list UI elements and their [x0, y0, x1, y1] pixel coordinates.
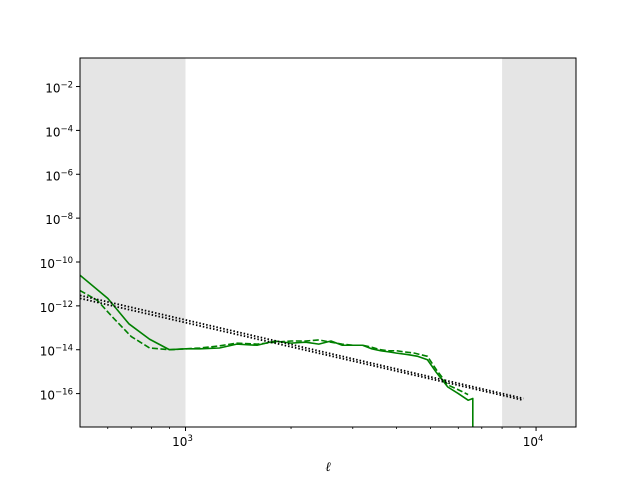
- y-tick-label-0: 10−16: [40, 388, 73, 403]
- y-tick-label-3: 10−10: [40, 256, 73, 271]
- series-line-3: [80, 297, 524, 402]
- y-axis: 10−16 10−14 10−12 10−10 10−8 10−6 10−4 10−2: [40, 81, 80, 403]
- shaded-region-0: [80, 58, 186, 427]
- y-tick-label-7: 10−2: [45, 81, 73, 96]
- y-tick-label-6: 10−4: [45, 124, 73, 139]
- x-tick-label-1: 104: [523, 434, 544, 449]
- series-line-1: [80, 289, 469, 396]
- plot-frame: [79, 57, 577, 428]
- x-axis: 103 104: [107, 427, 544, 449]
- shaded-region-1: [502, 58, 576, 427]
- series-lines: [80, 274, 524, 427]
- series-line-2: [80, 294, 524, 400]
- y-tick-label-1: 10−14: [40, 344, 73, 359]
- y-tick-label-4: 10−8: [45, 212, 73, 227]
- shaded-regions: [80, 58, 576, 427]
- x-axis-title: ℓ: [325, 460, 331, 475]
- y-tick-label-5: 10−6: [45, 168, 73, 183]
- series-line-0: [80, 274, 474, 427]
- y-tick-label-2: 10−12: [40, 300, 73, 315]
- x-tick-label-0: 103: [172, 434, 193, 449]
